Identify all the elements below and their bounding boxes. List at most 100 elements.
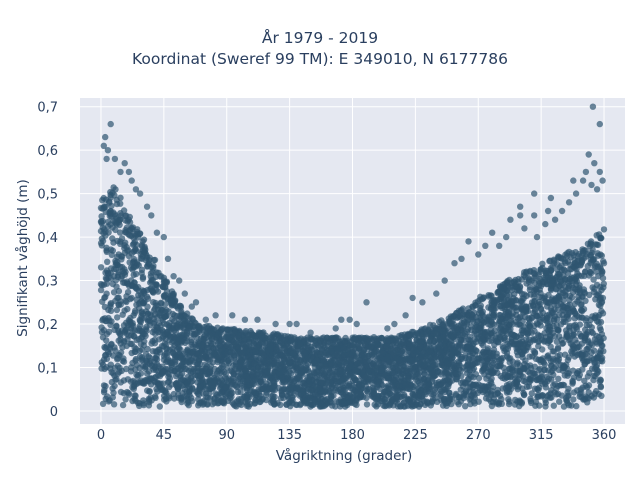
data-point [106,199,113,206]
data-point [139,274,147,281]
data-point [399,338,406,345]
data-point [174,305,182,312]
data-point [385,385,392,392]
data-point [561,363,568,371]
data-point [211,372,218,379]
data-point [363,387,371,395]
data-point [447,364,455,371]
data-point [203,363,211,370]
data-point [159,326,166,334]
data-point [375,335,383,342]
data-point [120,279,127,286]
data-point [312,340,319,347]
data-point [271,383,278,390]
data-point [122,396,129,403]
data-point [336,341,343,348]
data-point [227,344,235,352]
data-point [292,361,300,369]
data-point [440,333,447,340]
data-point [539,346,546,353]
data-point [178,370,186,377]
data-point [469,354,476,361]
data-point [130,248,137,255]
data-point [117,388,125,396]
data-point [484,368,492,376]
data-point [554,266,561,273]
data-point [479,366,486,373]
data-point [262,357,269,365]
data-point [537,332,545,340]
data-point [148,381,155,388]
data-point [127,264,135,271]
data-point [168,381,175,388]
data-point [520,309,527,316]
data-point [584,399,591,406]
data-point [527,364,535,372]
data-point [599,268,606,276]
data-point [547,286,555,294]
data-point [562,251,569,258]
data-point [119,263,126,271]
data-point [104,258,111,265]
data-point [263,396,270,404]
data-point [435,368,442,375]
data-point [371,371,378,378]
data-point [539,264,546,272]
data-point [185,383,193,390]
data-point [117,210,124,217]
data-point [520,391,528,399]
data-point [452,375,460,383]
data-point [141,380,148,387]
data-point [596,311,603,319]
data-point [143,357,150,365]
data-point [390,377,397,384]
data-point [101,203,108,210]
data-point [532,284,539,292]
data-point [135,325,143,332]
data-point [437,354,444,361]
data-point [260,352,267,359]
data-point [144,310,151,318]
data-point [282,365,289,373]
data-point [109,385,116,392]
data-point [228,380,236,387]
data-point [511,279,518,286]
data-point [108,340,115,348]
data-point [535,337,543,345]
data-point [596,339,604,346]
data-point [195,391,203,398]
data-point [132,366,139,373]
data-point [394,355,401,363]
data-point [583,315,590,322]
data-point [121,212,129,219]
data-point [136,230,144,237]
data-point [479,311,486,319]
data-point [116,229,124,236]
data-point [117,200,124,207]
data-point [125,247,132,254]
data-point [470,381,477,389]
data-point [461,319,468,326]
data-point [242,367,249,374]
data-point [123,298,130,306]
data-point [443,346,450,353]
data-point [506,292,513,299]
data-point [544,280,551,288]
data-point [118,235,126,242]
data-point [287,390,295,397]
data-point [388,396,396,404]
data-point [469,360,476,368]
data-point [109,280,117,288]
data-point [537,358,544,365]
data-point [167,360,174,367]
data-point [110,273,118,280]
data-point [118,253,125,260]
data-point [102,293,109,301]
data-point [581,377,588,384]
data-point [100,382,108,389]
data-point [464,358,472,365]
data-point [596,295,604,302]
data-point [139,238,146,245]
data-point [560,266,568,273]
